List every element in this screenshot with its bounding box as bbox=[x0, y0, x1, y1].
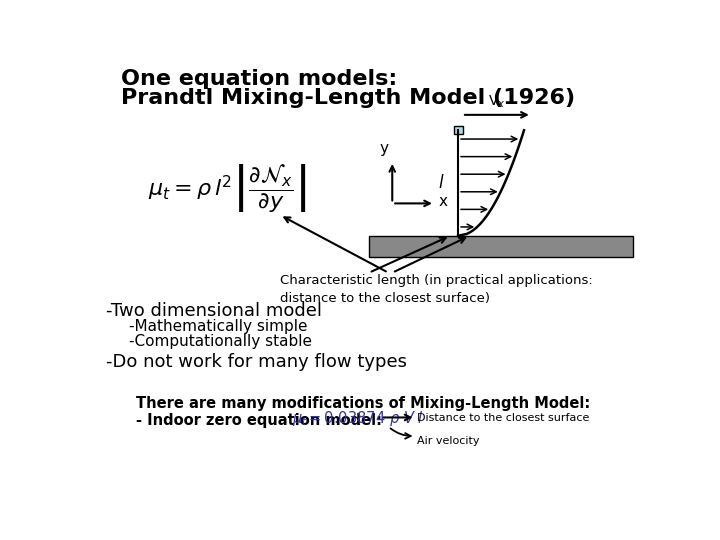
Text: V$_x$: V$_x$ bbox=[488, 94, 505, 110]
Text: -Mathematically simple: -Mathematically simple bbox=[129, 319, 307, 334]
Text: -Do not work for many flow types: -Do not work for many flow types bbox=[106, 353, 407, 371]
Bar bbox=[454, 126, 463, 134]
Text: y: y bbox=[380, 140, 389, 156]
Text: Distance to the closest surface: Distance to the closest surface bbox=[417, 413, 590, 423]
Text: There are many modifications of Mixing-Length Model:: There are many modifications of Mixing-L… bbox=[137, 396, 590, 411]
Text: $\mu_t = \rho\, l^2 \left|\dfrac{\partial \mathcal{N}_x}{\partial y}\right|$: $\mu_t = \rho\, l^2 \left|\dfrac{\partia… bbox=[148, 162, 307, 214]
Text: -Two dimensional model: -Two dimensional model bbox=[106, 302, 322, 320]
Text: One equation models:: One equation models: bbox=[121, 69, 397, 89]
Text: - Indoor zero equation model:: - Indoor zero equation model: bbox=[137, 413, 382, 428]
Text: x: x bbox=[438, 194, 448, 210]
Text: -Computationally stable: -Computationally stable bbox=[129, 334, 312, 349]
Text: Prandtl Mixing-Length Model (1926): Prandtl Mixing-Length Model (1926) bbox=[121, 88, 575, 108]
Bar bbox=[369, 236, 632, 257]
Text: $l$: $l$ bbox=[438, 174, 444, 192]
Text: Characteristic length (in practical applications:
distance to the closest surfac: Characteristic length (in practical appl… bbox=[280, 274, 593, 305]
Text: Air velocity: Air velocity bbox=[417, 436, 480, 446]
Text: $\mu_t = 0.03874\ \rho\ V\ l$: $\mu_t = 0.03874\ \rho\ V\ l$ bbox=[292, 409, 423, 428]
